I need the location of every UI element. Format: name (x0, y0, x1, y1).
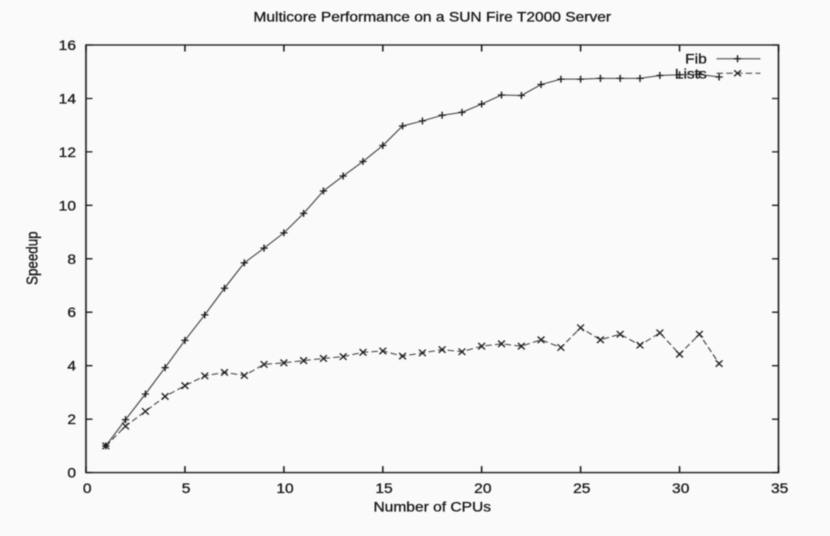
svg-text:10: 10 (276, 482, 293, 497)
svg-text:8: 8 (67, 253, 76, 268)
svg-text:0: 0 (67, 466, 76, 481)
svg-text:2: 2 (67, 413, 76, 428)
svg-text:25: 25 (573, 482, 590, 497)
svg-text:20: 20 (474, 482, 491, 497)
svg-text:Fib: Fib (685, 53, 707, 68)
svg-text:16: 16 (59, 39, 76, 54)
svg-text:5: 5 (182, 482, 191, 497)
svg-text:15: 15 (375, 482, 392, 497)
svg-text:30: 30 (672, 482, 689, 497)
svg-text:Number of CPUs: Number of CPUs (373, 500, 491, 515)
svg-text:12: 12 (59, 146, 76, 161)
svg-text:Speedup: Speedup (25, 231, 42, 285)
svg-text:35: 35 (771, 482, 788, 497)
svg-text:14: 14 (59, 92, 76, 107)
svg-text:4: 4 (67, 360, 76, 375)
svg-text:6: 6 (67, 306, 76, 321)
svg-text:10: 10 (59, 199, 76, 214)
svg-text:Multicore Performance on a SUN: Multicore Performance on a SUN Fire T200… (253, 10, 611, 25)
svg-text:0: 0 (83, 482, 92, 497)
